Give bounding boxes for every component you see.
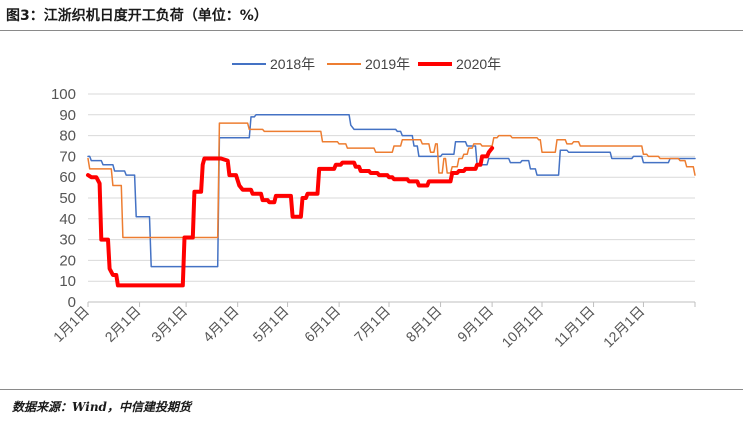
chart-title: 图3：江浙织机日度开工负荷（单位：%） — [6, 8, 268, 24]
x-tick-label: 2月1日 — [102, 303, 144, 345]
y-tick-label: 100 — [51, 86, 76, 103]
x-tick-label: 8月1日 — [403, 303, 445, 345]
y-tick-label: 90 — [59, 107, 76, 124]
x-tick-label: 10月1日 — [498, 303, 546, 351]
x-tick-label: 3月1日 — [148, 303, 190, 345]
y-tick-label: 50 — [59, 190, 76, 207]
series-line-2020年 — [86, 146, 495, 288]
source-note: 数据来源：Wind，中信建投期货 — [12, 400, 191, 414]
x-tick-label: 11月1日 — [551, 303, 598, 350]
legend: 2018年 2019年 2020年 — [232, 56, 501, 72]
plot-area — [86, 114, 696, 288]
x-tick-label: 7月1日 — [351, 303, 393, 345]
y-tick-label: 30 — [59, 232, 76, 249]
y-tick-label: 70 — [59, 148, 76, 165]
y-tick-label: 60 — [59, 169, 76, 186]
y-tick-label: 40 — [59, 211, 76, 228]
x-tick-label: 5月1日 — [250, 303, 292, 345]
legend-label: 2018年 — [270, 56, 315, 72]
title-bar: 图3：江浙织机日度开工负荷（单位：%） — [0, 0, 743, 31]
legend-label: 2020年 — [456, 56, 501, 72]
legend-label: 2019年 — [365, 56, 410, 72]
footer: 数据来源：Wind，中信建投期货 — [0, 389, 743, 435]
gridlines — [88, 93, 695, 282]
y-tick-label: 80 — [59, 128, 76, 145]
series-line-2019年 — [87, 122, 696, 239]
x-tick-label: 4月1日 — [200, 303, 242, 345]
y-tick-label: 10 — [59, 273, 76, 290]
y-tick-label: 20 — [59, 252, 76, 269]
x-axis: 1月1日 2月1日 3月1日 4月1日 5月1日 6月1日 7月1日 8月1日 9月1日 10月1… — [50, 301, 696, 351]
y-tick-label: 0 — [68, 294, 76, 311]
x-tick-label: 6月1日 — [301, 303, 343, 345]
chart: 0 10 20 30 40 50 60 70 80 90 100 1月1日 2月1日 3月1日 4月1日 5… — [50, 56, 696, 351]
x-tick-label: 9月1日 — [454, 303, 496, 345]
x-tick-label: 12月1日 — [600, 303, 648, 351]
series-line-2018年 — [87, 114, 696, 268]
y-axis: 0 10 20 30 40 50 60 70 80 90 100 — [51, 86, 76, 311]
